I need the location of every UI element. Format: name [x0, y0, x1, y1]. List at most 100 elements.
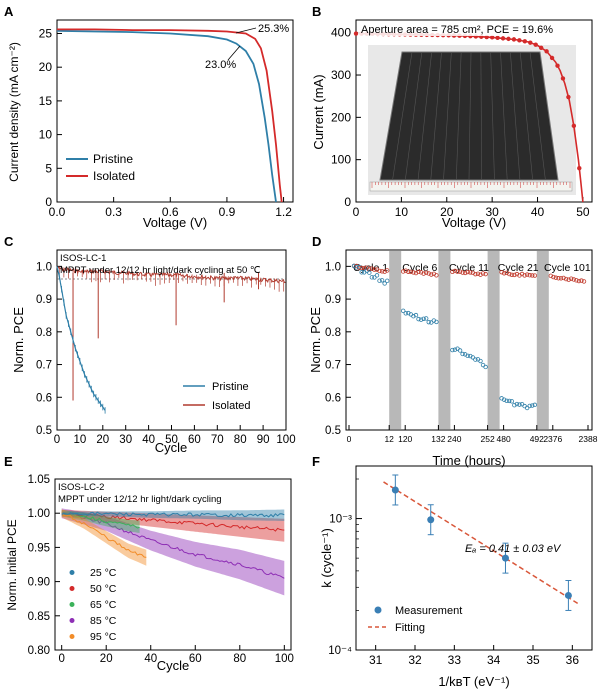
panel-d-marker-isolated: [434, 273, 439, 278]
module-cell-line: [455, 52, 462, 180]
panel-c-ylabel: Norm. PCE: [11, 307, 26, 373]
panel-d-marker-isolated: [558, 276, 564, 281]
module-cell-line: [392, 52, 413, 180]
module-cell-lines: [392, 52, 546, 180]
panel-d-marker-isolated: [553, 275, 559, 280]
panel-f-marker: [391, 486, 399, 494]
panel-a-xtick-label: 1.2: [275, 205, 292, 219]
panel-b-annotation-bg: [358, 22, 590, 36]
panel-a-xtick-label: 0.6: [162, 205, 179, 219]
panel-d-marker-isolated: [522, 273, 527, 278]
panel-label-d: D: [312, 234, 321, 249]
panel-d-marker-pristine: [470, 355, 476, 360]
panel-d-marker-pristine: [512, 403, 517, 408]
panel-a-legend-isolated: Isolated: [93, 169, 135, 183]
panel-e-series: [61, 508, 285, 596]
panel-d-marker-pristine: [434, 319, 439, 325]
panel-d-marker-pristine: [450, 347, 455, 353]
panel-c-series: [56, 266, 286, 414]
panel-c-xlabel: Cycle: [155, 440, 188, 455]
panel-f-legend-fitting: Fitting: [395, 622, 425, 634]
panel-d-marker-pristine: [473, 357, 478, 362]
panel-a-ytick-label: 20: [39, 60, 53, 74]
panel-f-ylabel: k (cycle⁻¹): [319, 528, 334, 588]
panel-e-xtick-label: 20: [100, 653, 113, 665]
panel-b-marker: [506, 36, 511, 42]
panel-d-marker-pristine: [379, 278, 385, 283]
panel-d-marker-isolated: [561, 275, 566, 281]
panel-b-marker: [489, 35, 495, 40]
panel-f-fit-line: [383, 481, 581, 606]
panel-d-marker-isolated: [359, 265, 364, 271]
panel-f-marker: [427, 516, 435, 524]
panel-f-xtick-label: 36: [566, 653, 580, 667]
panel-d-marker-isolated: [499, 269, 504, 275]
panel-d-marker-pristine: [411, 314, 416, 319]
panel-b-marker: [560, 76, 566, 81]
panel-c-xtick-label: 50: [165, 434, 178, 446]
module-cell-line: [500, 52, 508, 180]
panel-e-ytick-label: 0.95: [28, 542, 50, 554]
panel-b-marker: [555, 63, 560, 68]
panel-f-legend-swatch-measurement: [374, 606, 382, 614]
panel-a-ytick-label: 5: [45, 161, 52, 175]
panel-e-ticks: 0 20 40 60 80 100 0.80 0.85 0.90 0.95 1.00 1.05: [28, 474, 294, 665]
panel-d-ticks: 0.50.60.70.80.91.00 12 120 132 240 252 480 492 2…: [325, 261, 598, 444]
panel-d-marker-pristine: [507, 398, 512, 404]
panel-d-marker-isolated: [423, 270, 429, 275]
panel-d-xtick-label: 252: [481, 434, 495, 444]
panel-a-ytick-label: 25: [39, 26, 53, 40]
panel-e-band: [61, 509, 285, 542]
panel-d-break-band: [536, 251, 549, 429]
panel-b-xtick-label: 20: [440, 205, 454, 219]
panel-a-xtick-label: 0.0: [49, 205, 66, 219]
panel-d-marker-isolated: [569, 276, 574, 281]
panel-d-xtick-label: 120: [398, 434, 412, 444]
panel-c-ytick-label: 0.8: [36, 327, 52, 339]
panel-d-marker-isolated: [507, 271, 512, 277]
module-cell-line: [417, 52, 432, 180]
panel-e-xtick-label: 100: [275, 653, 294, 665]
panel-a-xtick-label: 0.3: [105, 205, 122, 219]
panel-d-break-band: [438, 251, 451, 429]
panel-d-marker-isolated: [509, 272, 515, 277]
panel-c-ytick-label: 0.5: [36, 425, 52, 437]
panel-c-line-pristine: [56, 266, 106, 411]
panel-e-ytick-label: 1.05: [28, 474, 50, 486]
panel-e-frame: [54, 478, 292, 651]
panel-d-marker-pristine: [509, 399, 515, 404]
module-cell-line: [468, 52, 472, 180]
panel-c-xtick-label: 60: [188, 434, 201, 446]
panel-e-band: [61, 508, 285, 596]
panel-d-marker-pristine: [530, 403, 535, 408]
panel-d-cycle-label: Cycle 11: [449, 262, 489, 274]
panel-d-marker-pristine: [465, 353, 470, 359]
panel-a-arrow-isolated: [235, 27, 257, 34]
panel-d-ytick-label: 0.9: [325, 294, 341, 306]
panel-d-break-band: [389, 251, 402, 429]
panel-d-xtick-label: 492: [530, 434, 544, 444]
module-cell-line: [519, 52, 533, 180]
panel-b-marker: [566, 94, 571, 100]
panel-d-ytick-label: 1.0: [325, 261, 341, 273]
panel-b-ytick-label: 0: [344, 195, 351, 209]
panel-d-marker-isolated: [480, 271, 486, 276]
panel-d-marker-isolated: [452, 268, 458, 274]
panel-d-marker-pristine: [372, 275, 377, 280]
panel-d-marker-pristine: [403, 311, 408, 316]
panel-d-marker-pristine: [354, 265, 359, 270]
panel-e-line: [61, 512, 285, 532]
panel-e-band: [61, 509, 140, 533]
panel-b-marker: [522, 39, 528, 44]
module-cell-line: [405, 52, 423, 180]
panel-d-marker-pristine: [452, 347, 458, 352]
panel-d-marker-isolated: [372, 267, 377, 272]
panel-d-marker-isolated: [524, 272, 530, 277]
panel-label-a: A: [4, 4, 14, 19]
panel-d-marker-pristine: [382, 281, 387, 286]
panel-d-marker-isolated: [581, 279, 587, 284]
panel-c-xtick-label: 90: [257, 434, 270, 446]
panel-d-marker-pristine: [377, 278, 382, 283]
panel-d-marker-pristine: [504, 398, 509, 404]
